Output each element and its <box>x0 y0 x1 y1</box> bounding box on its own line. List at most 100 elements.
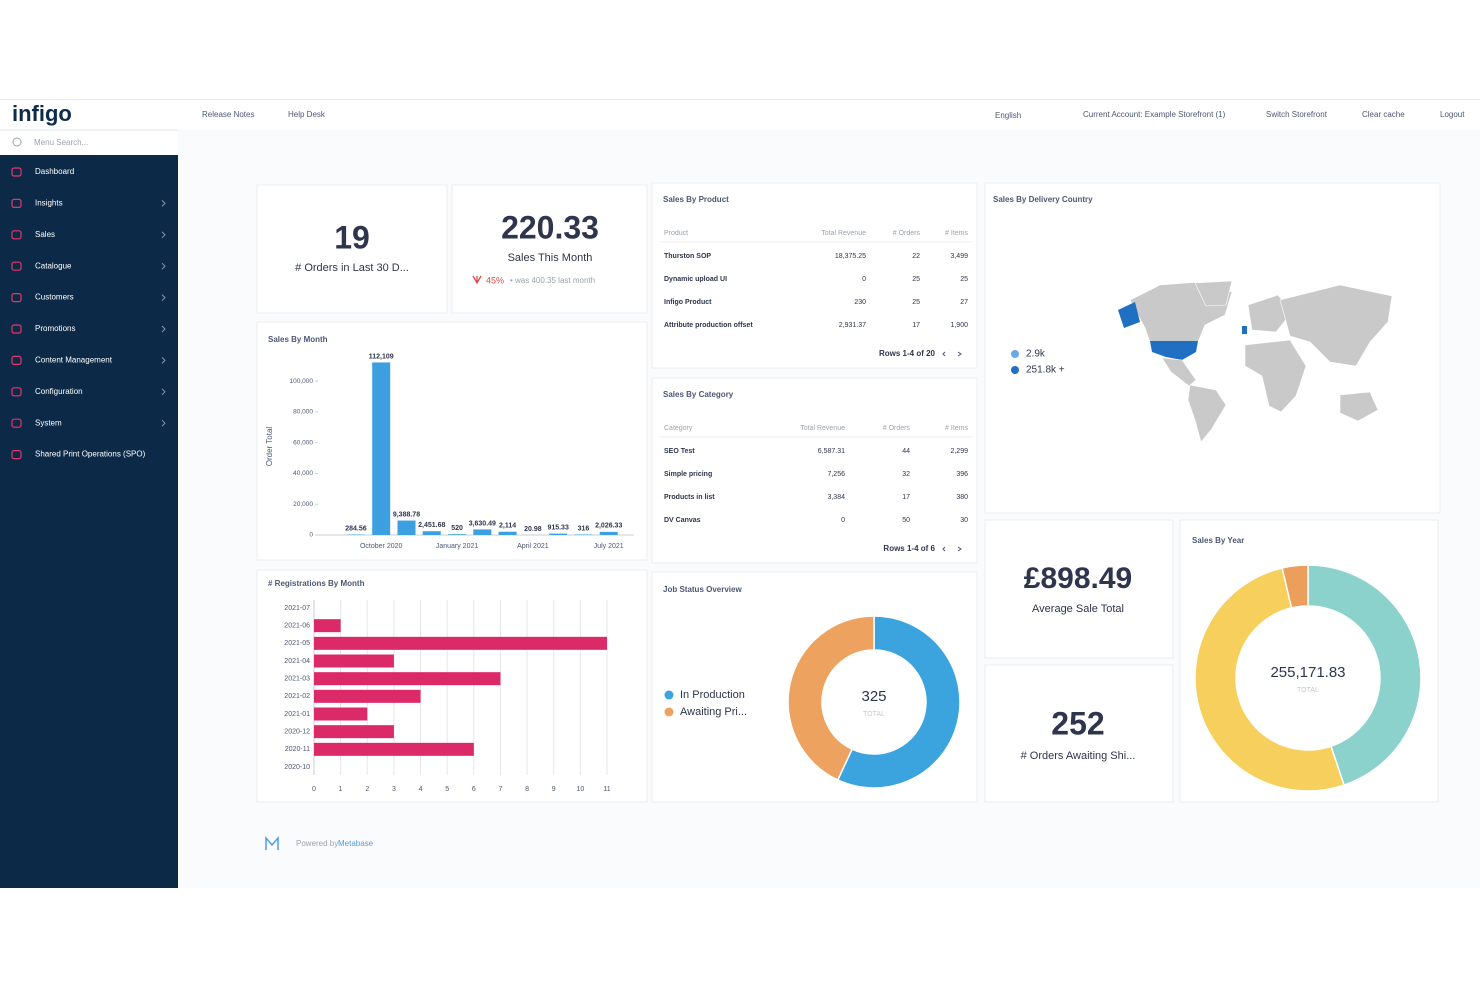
card <box>256 184 448 314</box>
language-select[interactable]: English <box>995 111 1021 120</box>
chevron <box>161 325 166 333</box>
logo-area <box>0 100 178 155</box>
table-cell: 2,931.37 <box>839 322 866 329</box>
table-cell: Dynamic upload UI <box>664 276 727 283</box>
table-cell: 0 <box>862 276 866 283</box>
land <box>1187 384 1227 443</box>
bar <box>397 520 416 535</box>
topbar <box>178 100 1480 130</box>
data-label: 284.56 <box>345 525 367 532</box>
chart-title: Sales By Year <box>1192 536 1244 545</box>
y-tick-label: 2021-06 <box>284 623 310 630</box>
account[interactable]: Current Account: Example Storefront (1) <box>1083 110 1226 119</box>
x-tick-label: January 2021 <box>436 543 479 550</box>
donut-slice <box>787 615 875 781</box>
table-cell: 3,384 <box>827 494 845 501</box>
y-tick-label: 2021-02 <box>284 693 310 700</box>
data-label: 20.98 <box>524 526 542 533</box>
bar <box>473 529 492 535</box>
top-link[interactable]: Help Desk <box>288 110 326 119</box>
y-tick-label: 2020-10 <box>284 764 310 771</box>
chevron <box>161 262 166 270</box>
donut-total: 255,171.83 <box>1270 664 1345 681</box>
land <box>1279 284 1393 367</box>
data-label: 112,109 <box>369 353 394 360</box>
x-tick-label: 10 <box>576 786 584 793</box>
search-input[interactable]: Menu Search... <box>34 138 88 147</box>
table-cell: Attribute production offset <box>664 322 753 329</box>
chevron <box>161 294 166 301</box>
table-cell: 25 <box>960 276 968 283</box>
kpi-value: 220.33 <box>501 209 599 245</box>
table-cell: 50 <box>902 517 910 524</box>
menu-item[interactable]: System <box>35 418 62 427</box>
table-cell: Thurston SOP <box>664 253 711 260</box>
menu-icon <box>11 418 22 428</box>
land <box>1244 339 1307 413</box>
menu-item[interactable]: Customers <box>35 293 74 302</box>
menu-item[interactable]: Content Management <box>35 356 113 365</box>
bar <box>314 725 394 739</box>
menu-item[interactable]: Catalogue <box>35 261 72 270</box>
footer-link[interactable]: Metabase <box>338 839 374 848</box>
table-cell: Infigo Product <box>664 299 712 306</box>
menu-item[interactable]: Configuration <box>35 387 83 396</box>
top-action[interactable]: Logout <box>1440 110 1465 119</box>
data-label: 915.33 <box>547 524 569 531</box>
top-action[interactable]: Clear cache <box>1362 110 1405 119</box>
menu-item[interactable]: Dashboard <box>35 167 74 176</box>
kpi-label: Average Sale Total <box>1032 603 1124 615</box>
pager[interactable] <box>942 351 962 357</box>
menu-item[interactable]: Shared Print Operations (SPO) <box>35 450 146 459</box>
column-header: # Items <box>945 230 968 237</box>
column-header: # Items <box>945 425 968 432</box>
donut-slice <box>836 615 961 789</box>
data-label: 9,388.78 <box>393 511 420 518</box>
bar <box>314 619 341 633</box>
menu-item[interactable]: Insights <box>35 199 63 208</box>
bar <box>549 533 568 535</box>
bar <box>498 531 517 535</box>
menu-icon <box>11 293 22 303</box>
bar <box>372 362 391 535</box>
column-header: Total Revenue <box>821 230 866 237</box>
table-cell: 30 <box>960 517 968 524</box>
table-cell: Simple pricing <box>664 471 712 478</box>
world-map <box>1118 280 1393 443</box>
y-axis-label: Order Total <box>265 427 274 467</box>
menu-item[interactable]: Promotions <box>35 324 75 333</box>
chevron <box>161 419 166 427</box>
y-tick-label: 2021-01 <box>284 711 310 718</box>
table-cell: SEO Test <box>664 448 695 455</box>
metabase-logo <box>265 835 279 850</box>
x-tick-label: 4 <box>419 786 423 793</box>
y-tick-label: 80,000 <box>293 409 313 416</box>
donut-slice <box>1307 564 1422 787</box>
menu-icon <box>11 230 22 240</box>
table-cell: 380 <box>956 494 968 501</box>
y-tick-label: 100,000 <box>290 378 314 385</box>
legend-dot <box>664 707 674 717</box>
top-link[interactable]: Release Notes <box>202 110 254 119</box>
y-tick-label: 0 <box>309 532 313 539</box>
column-header: Category <box>664 425 693 432</box>
menu-icon <box>11 355 22 365</box>
map-title: Sales By Delivery Country <box>993 195 1093 204</box>
kpi-comparison: • was 400.35 last month <box>510 276 595 285</box>
x-tick-label: 1 <box>339 786 343 793</box>
menu-item[interactable]: Sales <box>35 230 55 239</box>
donut-total-label: TOTAL <box>863 711 885 718</box>
menu-icon <box>11 324 22 334</box>
donut-slice <box>1194 567 1346 792</box>
table-cell: 17 <box>912 322 920 329</box>
x-tick-label: 2 <box>365 786 369 793</box>
top-action[interactable]: Switch Storefront <box>1266 110 1328 119</box>
pager[interactable] <box>942 546 962 552</box>
table-cell: 230 <box>854 299 866 306</box>
table-cell: 396 <box>956 471 968 478</box>
bar <box>314 742 474 756</box>
data-label: 520 <box>451 525 463 532</box>
x-tick-label: 7 <box>499 786 503 793</box>
y-tick-label: 20,000 <box>293 501 313 508</box>
chevron <box>161 357 166 364</box>
